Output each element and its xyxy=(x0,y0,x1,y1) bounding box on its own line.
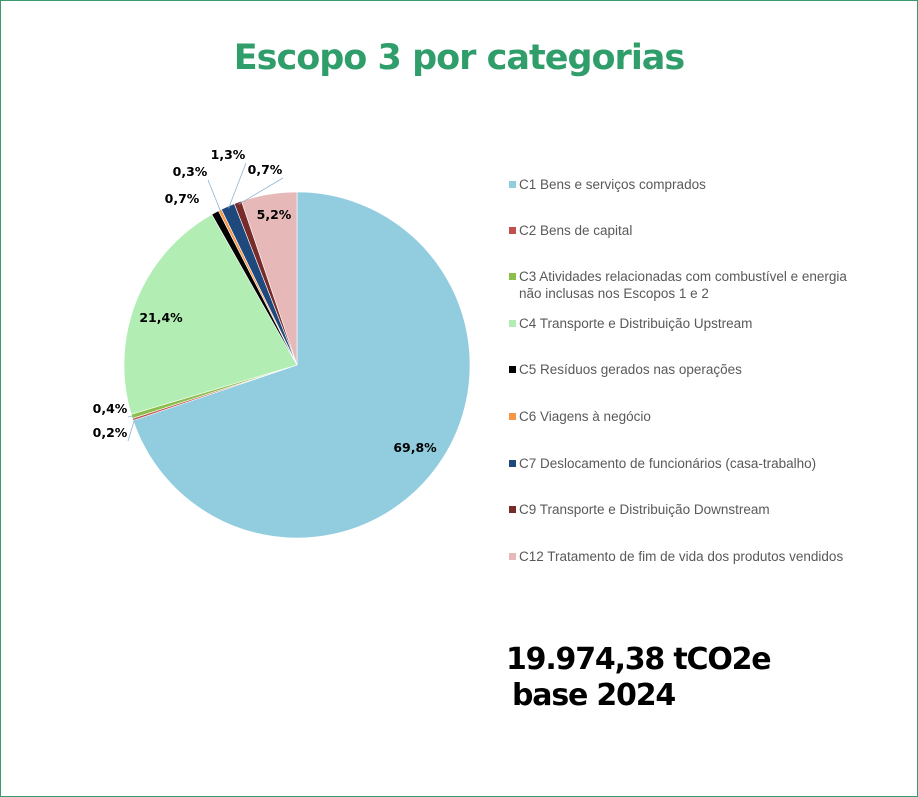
slice-label: 21,4% xyxy=(139,310,183,325)
leader-line xyxy=(127,418,136,442)
slice-label: 0,3% xyxy=(173,164,208,179)
legend-label: C12 Tratamento de fim de vida dos produt… xyxy=(519,549,844,564)
legend-item: C12 Tratamento de fim de vida dos produt… xyxy=(509,548,859,565)
legend-item: C5 Resíduos gerados nas operações xyxy=(509,361,859,378)
legend-item: C9 Transporte e Distribuição Downstream xyxy=(509,501,859,518)
leader-line xyxy=(127,415,134,418)
total-base-year: base 2024 xyxy=(512,678,676,713)
legend-swatch xyxy=(509,227,516,234)
pie-slice xyxy=(132,191,471,539)
total-value: 19.974,38 tCO2e xyxy=(506,642,772,677)
slice-label: 5,2% xyxy=(257,207,292,222)
slice-label: 69,8% xyxy=(393,440,437,455)
legend-label: C7 Deslocamento de funcionários (casa-tr… xyxy=(519,456,817,471)
legend-label: C1 Bens e serviços comprados xyxy=(519,177,706,192)
legend-swatch xyxy=(509,273,516,280)
legend-label: C2 Bens de capital xyxy=(519,223,633,238)
slice-label: 0,4% xyxy=(93,401,128,416)
legend-label: C4 Transporte e Distribuição Upstream xyxy=(519,316,753,331)
slice-label: 0,7% xyxy=(165,191,200,206)
legend-item: C7 Deslocamento de funcionários (casa-tr… xyxy=(509,455,859,472)
leader-line xyxy=(238,177,284,205)
legend-swatch xyxy=(509,366,516,373)
legend-item: C3 Atividades relacionadas com combustív… xyxy=(509,268,859,302)
slice-label: 1,3% xyxy=(211,147,246,162)
total-emissions: 19.974,38 tCO2e base 2024 xyxy=(506,642,772,714)
slice-label: 0,2% xyxy=(93,425,128,440)
legend-swatch xyxy=(509,460,516,467)
pie-slice xyxy=(241,191,298,366)
leader-line xyxy=(228,162,247,209)
leader-line xyxy=(207,179,222,213)
legend-label: C9 Transporte e Distribuição Downstream xyxy=(519,502,770,517)
legend-item: C4 Transporte e Distribuição Upstream xyxy=(509,315,859,332)
legend-item: C2 Bens de capital xyxy=(509,222,859,239)
pie-slice xyxy=(123,214,298,415)
legend-swatch xyxy=(509,413,516,420)
legend-item: C1 Bens e serviços comprados xyxy=(509,176,859,193)
legend-label: C6 Viagens à negócio xyxy=(519,409,651,424)
legend-swatch xyxy=(509,553,516,560)
legend-swatch xyxy=(509,320,516,327)
legend-label: C3 Atividades relacionadas com combustív… xyxy=(519,269,847,301)
legend-swatch xyxy=(509,181,516,188)
legend-item: C6 Viagens à negócio xyxy=(509,408,859,425)
chart-title: Escopo 3 por categorias xyxy=(233,38,686,78)
legend-label: C5 Resíduos gerados nas operações xyxy=(519,362,742,377)
slice-label: 0,7% xyxy=(248,162,283,177)
legend-swatch xyxy=(509,506,516,513)
